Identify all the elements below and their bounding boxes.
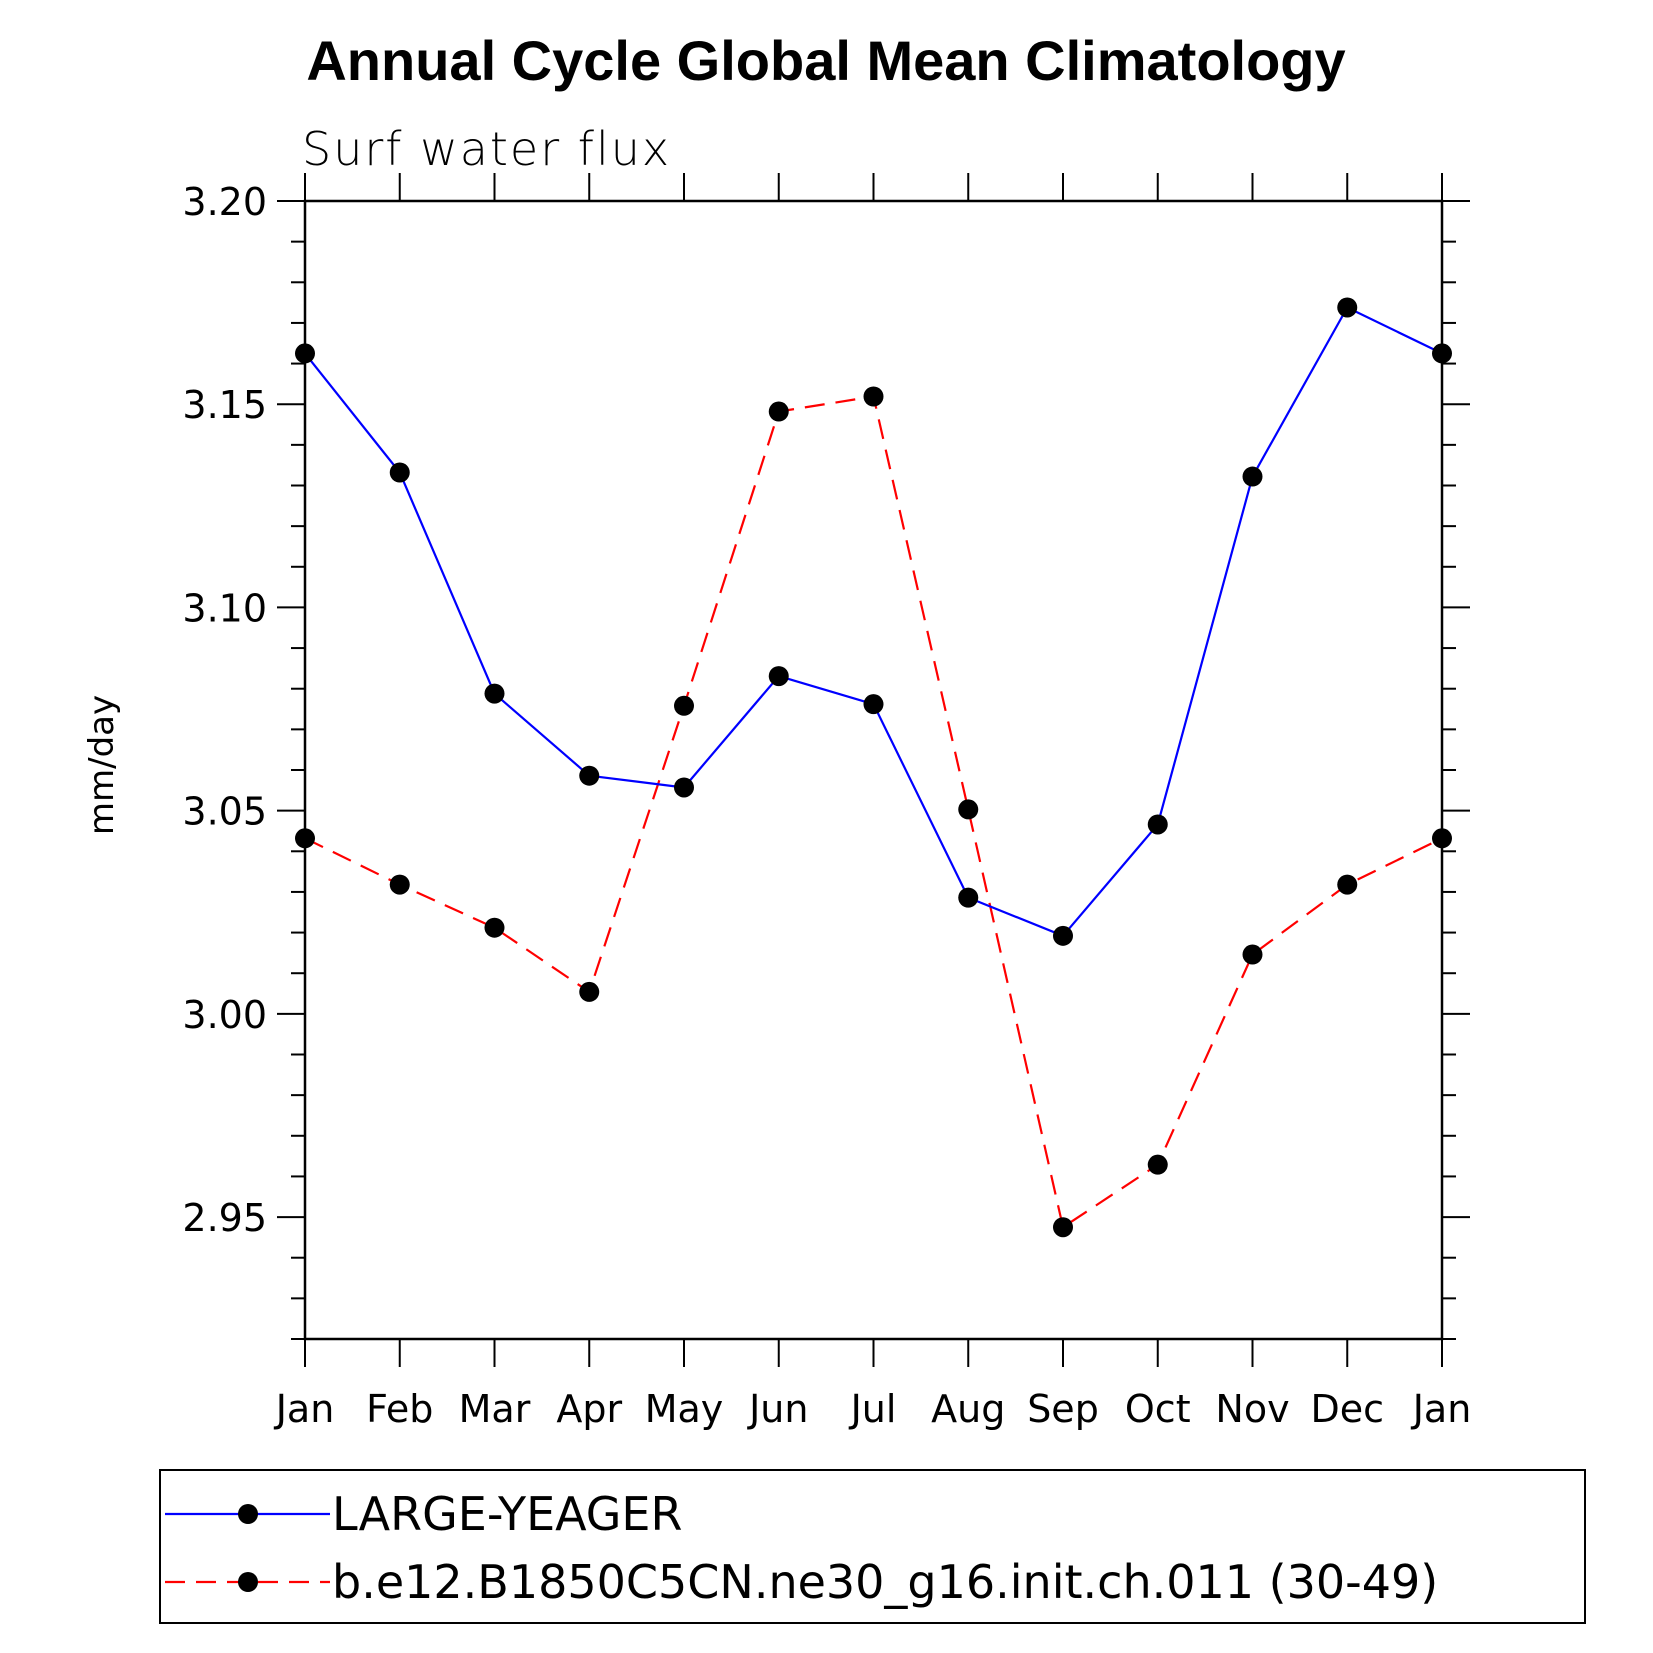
- data-point-series-0: [295, 343, 315, 364]
- data-point-series-1: [1147, 1154, 1168, 1175]
- data-point-series-0: [1147, 814, 1168, 835]
- x-tick-label: Aug: [931, 1387, 1005, 1431]
- series-layer: [295, 297, 1452, 1238]
- x-tick-label: Jul: [849, 1387, 897, 1431]
- y-tick-label: 3.00: [182, 993, 267, 1037]
- x-tick-label: Jun: [747, 1387, 808, 1431]
- data-point-series-0: [1432, 343, 1452, 364]
- data-point-series-0: [674, 777, 694, 798]
- y-axis-label: mm/day: [82, 695, 122, 835]
- legend-label-large-yeager: LARGE-YEAGER: [332, 1487, 682, 1541]
- data-point-series-1: [1432, 828, 1452, 849]
- data-point-series-1: [863, 386, 884, 407]
- data-point-series-0: [1242, 466, 1263, 487]
- data-point-series-1: [1242, 944, 1263, 965]
- data-point-series-0: [389, 462, 410, 483]
- x-tick-label: Oct: [1125, 1387, 1191, 1431]
- x-tick-label: Sep: [1027, 1387, 1099, 1431]
- y-tick-label: 3.10: [182, 586, 267, 630]
- x-tick-label: May: [645, 1387, 724, 1431]
- x-axis: Jan Feb Mar Apr May Jun Jul Aug Sep Oct Nov Dec Jan: [274, 173, 1472, 1431]
- x-tick-label: Dec: [1310, 1387, 1384, 1431]
- data-point-series-0: [1337, 297, 1358, 318]
- data-point-series-1: [484, 917, 505, 938]
- data-point-series-0: [768, 666, 789, 687]
- data-point-series-0: [484, 683, 505, 704]
- legend-box: [159, 1469, 1586, 1624]
- data-point-series-1: [958, 799, 979, 820]
- legend-marker-large-yeager: [238, 1504, 258, 1524]
- data-point-series-1: [579, 981, 600, 1002]
- data-point-series-0: [863, 694, 884, 715]
- legend: LARGE-YEAGER b.e12.B1850C5CN.ne30_g16.in…: [159, 1469, 1586, 1624]
- data-point-series-0: [1053, 925, 1073, 946]
- data-point-series-0: [579, 765, 600, 786]
- x-tick-label: Apr: [556, 1387, 622, 1431]
- y-axis: 3.20 3.15 3.10 3.05 3.00 2.95: [182, 180, 1470, 1340]
- x-tick-label: Jan: [274, 1387, 335, 1431]
- data-point-series-1: [295, 828, 315, 849]
- legend-label-b-e12: b.e12.B1850C5CN.ne30_g16.init.ch.011 (30…: [332, 1555, 1438, 1609]
- data-point-series-1: [674, 695, 694, 716]
- data-point-series-1: [1053, 1217, 1073, 1238]
- chart-subtitle: Surf water flux: [302, 122, 671, 176]
- x-tick-label: Jan: [1411, 1387, 1472, 1431]
- x-tick-label: Mar: [459, 1387, 531, 1431]
- y-tick-label: 3.20: [182, 180, 267, 224]
- plot-frame: [303, 199, 1444, 1341]
- y-tick-label: 3.15: [182, 383, 267, 427]
- chart-title: Annual Cycle Global Mean Climatology: [306, 29, 1345, 92]
- data-point-series-0: [958, 887, 979, 908]
- x-tick-label: Nov: [1215, 1387, 1289, 1431]
- y-tick-label: 2.95: [182, 1196, 267, 1240]
- y-tick-label: 3.05: [182, 790, 267, 834]
- series-line-1: [304, 395, 1443, 1229]
- data-point-series-1: [1337, 874, 1358, 895]
- x-tick-label: Feb: [366, 1387, 433, 1431]
- data-point-series-1: [768, 401, 789, 422]
- data-point-series-1: [389, 874, 410, 895]
- legend-marker-b-e12: [238, 1572, 258, 1592]
